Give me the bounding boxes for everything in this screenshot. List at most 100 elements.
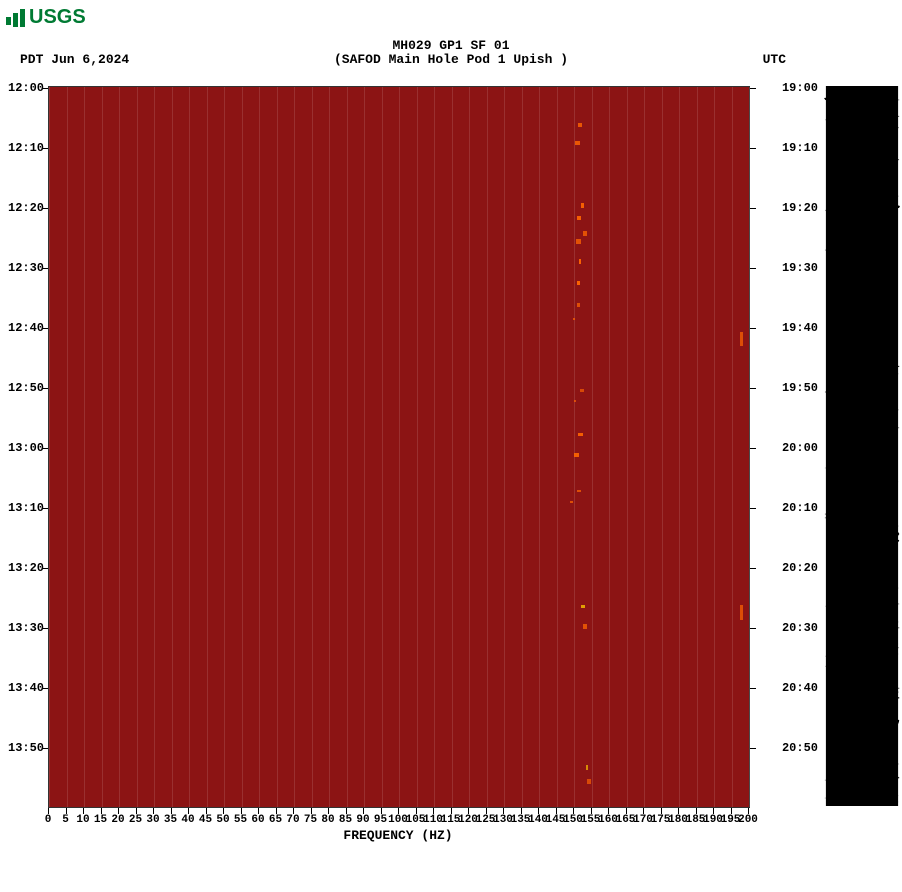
x-tick-label: 25 [129, 814, 142, 826]
x-tick-label: 90 [356, 814, 369, 826]
y-left-tick-label: 12:30 [8, 261, 44, 275]
waveform-sidebar [824, 86, 900, 806]
spectrogram-hotspot [586, 765, 589, 770]
gridline [452, 87, 453, 807]
gridline [434, 87, 435, 807]
y-tick [42, 388, 48, 389]
gridline [154, 87, 155, 807]
y-right-tick-label: 20:50 [782, 741, 818, 755]
x-tick-label: 75 [304, 814, 317, 826]
y-tick [750, 208, 756, 209]
x-tick-label: 20 [111, 814, 124, 826]
gridline [574, 87, 575, 807]
spectrogram-hotspot [578, 433, 582, 436]
gridline [172, 87, 173, 807]
y-left-tick-label: 13:20 [8, 561, 44, 575]
y-tick [750, 568, 756, 569]
spectrogram-hotspot [577, 490, 582, 492]
y-tick [750, 268, 756, 269]
spectrogram-hotspot [578, 123, 582, 127]
gridline [382, 87, 383, 807]
y-tick [42, 88, 48, 89]
gridline [557, 87, 558, 807]
timezone-right-label: UTC [763, 52, 786, 67]
y-right-tick-label: 19:40 [782, 321, 818, 335]
chart-title-line1: MH029 GP1 SF 01 [0, 38, 902, 53]
spectrogram-hotspot [573, 318, 576, 320]
gridline [609, 87, 610, 807]
y-right-tick-label: 20:00 [782, 441, 818, 455]
y-tick [42, 448, 48, 449]
gridline [294, 87, 295, 807]
x-tick-label: 40 [181, 814, 194, 826]
gridline [277, 87, 278, 807]
y-left-tick-label: 12:20 [8, 201, 44, 215]
spectrogram-hotspot [583, 231, 587, 236]
gridline [592, 87, 593, 807]
x-axis-title: FREQUENCY (HZ) [48, 828, 748, 843]
x-tick-label: 45 [199, 814, 212, 826]
gridline [487, 87, 488, 807]
gridline [67, 87, 68, 807]
gridline [137, 87, 138, 807]
gridline [329, 87, 330, 807]
spectrogram-hotspot [574, 400, 576, 402]
gridline [399, 87, 400, 807]
y-tick [750, 148, 756, 149]
y-left-tick-label: 12:10 [8, 141, 44, 155]
gridline [259, 87, 260, 807]
x-tick-label: 55 [234, 814, 247, 826]
x-tick-label: 60 [251, 814, 264, 826]
spectrogram-hotspot [577, 303, 581, 307]
gridline [469, 87, 470, 807]
gridline [84, 87, 85, 807]
y-tick [42, 628, 48, 629]
x-tick-label: 85 [339, 814, 352, 826]
y-right-tick-label: 19:10 [782, 141, 818, 155]
gridline [49, 87, 50, 807]
y-right-tick-label: 20:20 [782, 561, 818, 575]
y-tick [750, 748, 756, 749]
x-tick-label: 10 [76, 814, 89, 826]
gridline [697, 87, 698, 807]
y-tick [750, 448, 756, 449]
gridline [662, 87, 663, 807]
y-left-tick-label: 12:50 [8, 381, 44, 395]
gridline [102, 87, 103, 807]
x-tick-label: 15 [94, 814, 107, 826]
y-right-tick-label: 19:30 [782, 261, 818, 275]
gridline [522, 87, 523, 807]
x-tick-label: 5 [62, 814, 69, 826]
y-right-tick-label: 20:40 [782, 681, 818, 695]
spectrogram-hotspot [574, 453, 578, 457]
logo-text: USGS [29, 6, 86, 29]
gridline [347, 87, 348, 807]
y-tick [42, 328, 48, 329]
spectrogram-hotspot [740, 332, 743, 346]
gridline [417, 87, 418, 807]
spectrogram-hotspot [579, 259, 582, 263]
x-tick-label: 35 [164, 814, 177, 826]
gridline [539, 87, 540, 807]
spectrogram-hotspot [570, 501, 572, 503]
gridline [749, 87, 750, 807]
y-right-tick-label: 20:30 [782, 621, 818, 635]
y-tick [42, 568, 48, 569]
y-left-tick-label: 13:10 [8, 501, 44, 515]
y-left-tick-label: 13:30 [8, 621, 44, 635]
y-tick [750, 388, 756, 389]
y-right-tick-label: 19:00 [782, 81, 818, 95]
gridline [312, 87, 313, 807]
y-tick [42, 508, 48, 509]
spectrogram-hotspot [576, 239, 581, 245]
y-tick [750, 328, 756, 329]
gridline [119, 87, 120, 807]
gridline [189, 87, 190, 807]
x-tick-label: 95 [374, 814, 387, 826]
y-right-tick-label: 19:20 [782, 201, 818, 215]
gridline [627, 87, 628, 807]
y-tick [750, 88, 756, 89]
gridline [644, 87, 645, 807]
y-left-tick-label: 13:00 [8, 441, 44, 455]
x-tick-label: 30 [146, 814, 159, 826]
